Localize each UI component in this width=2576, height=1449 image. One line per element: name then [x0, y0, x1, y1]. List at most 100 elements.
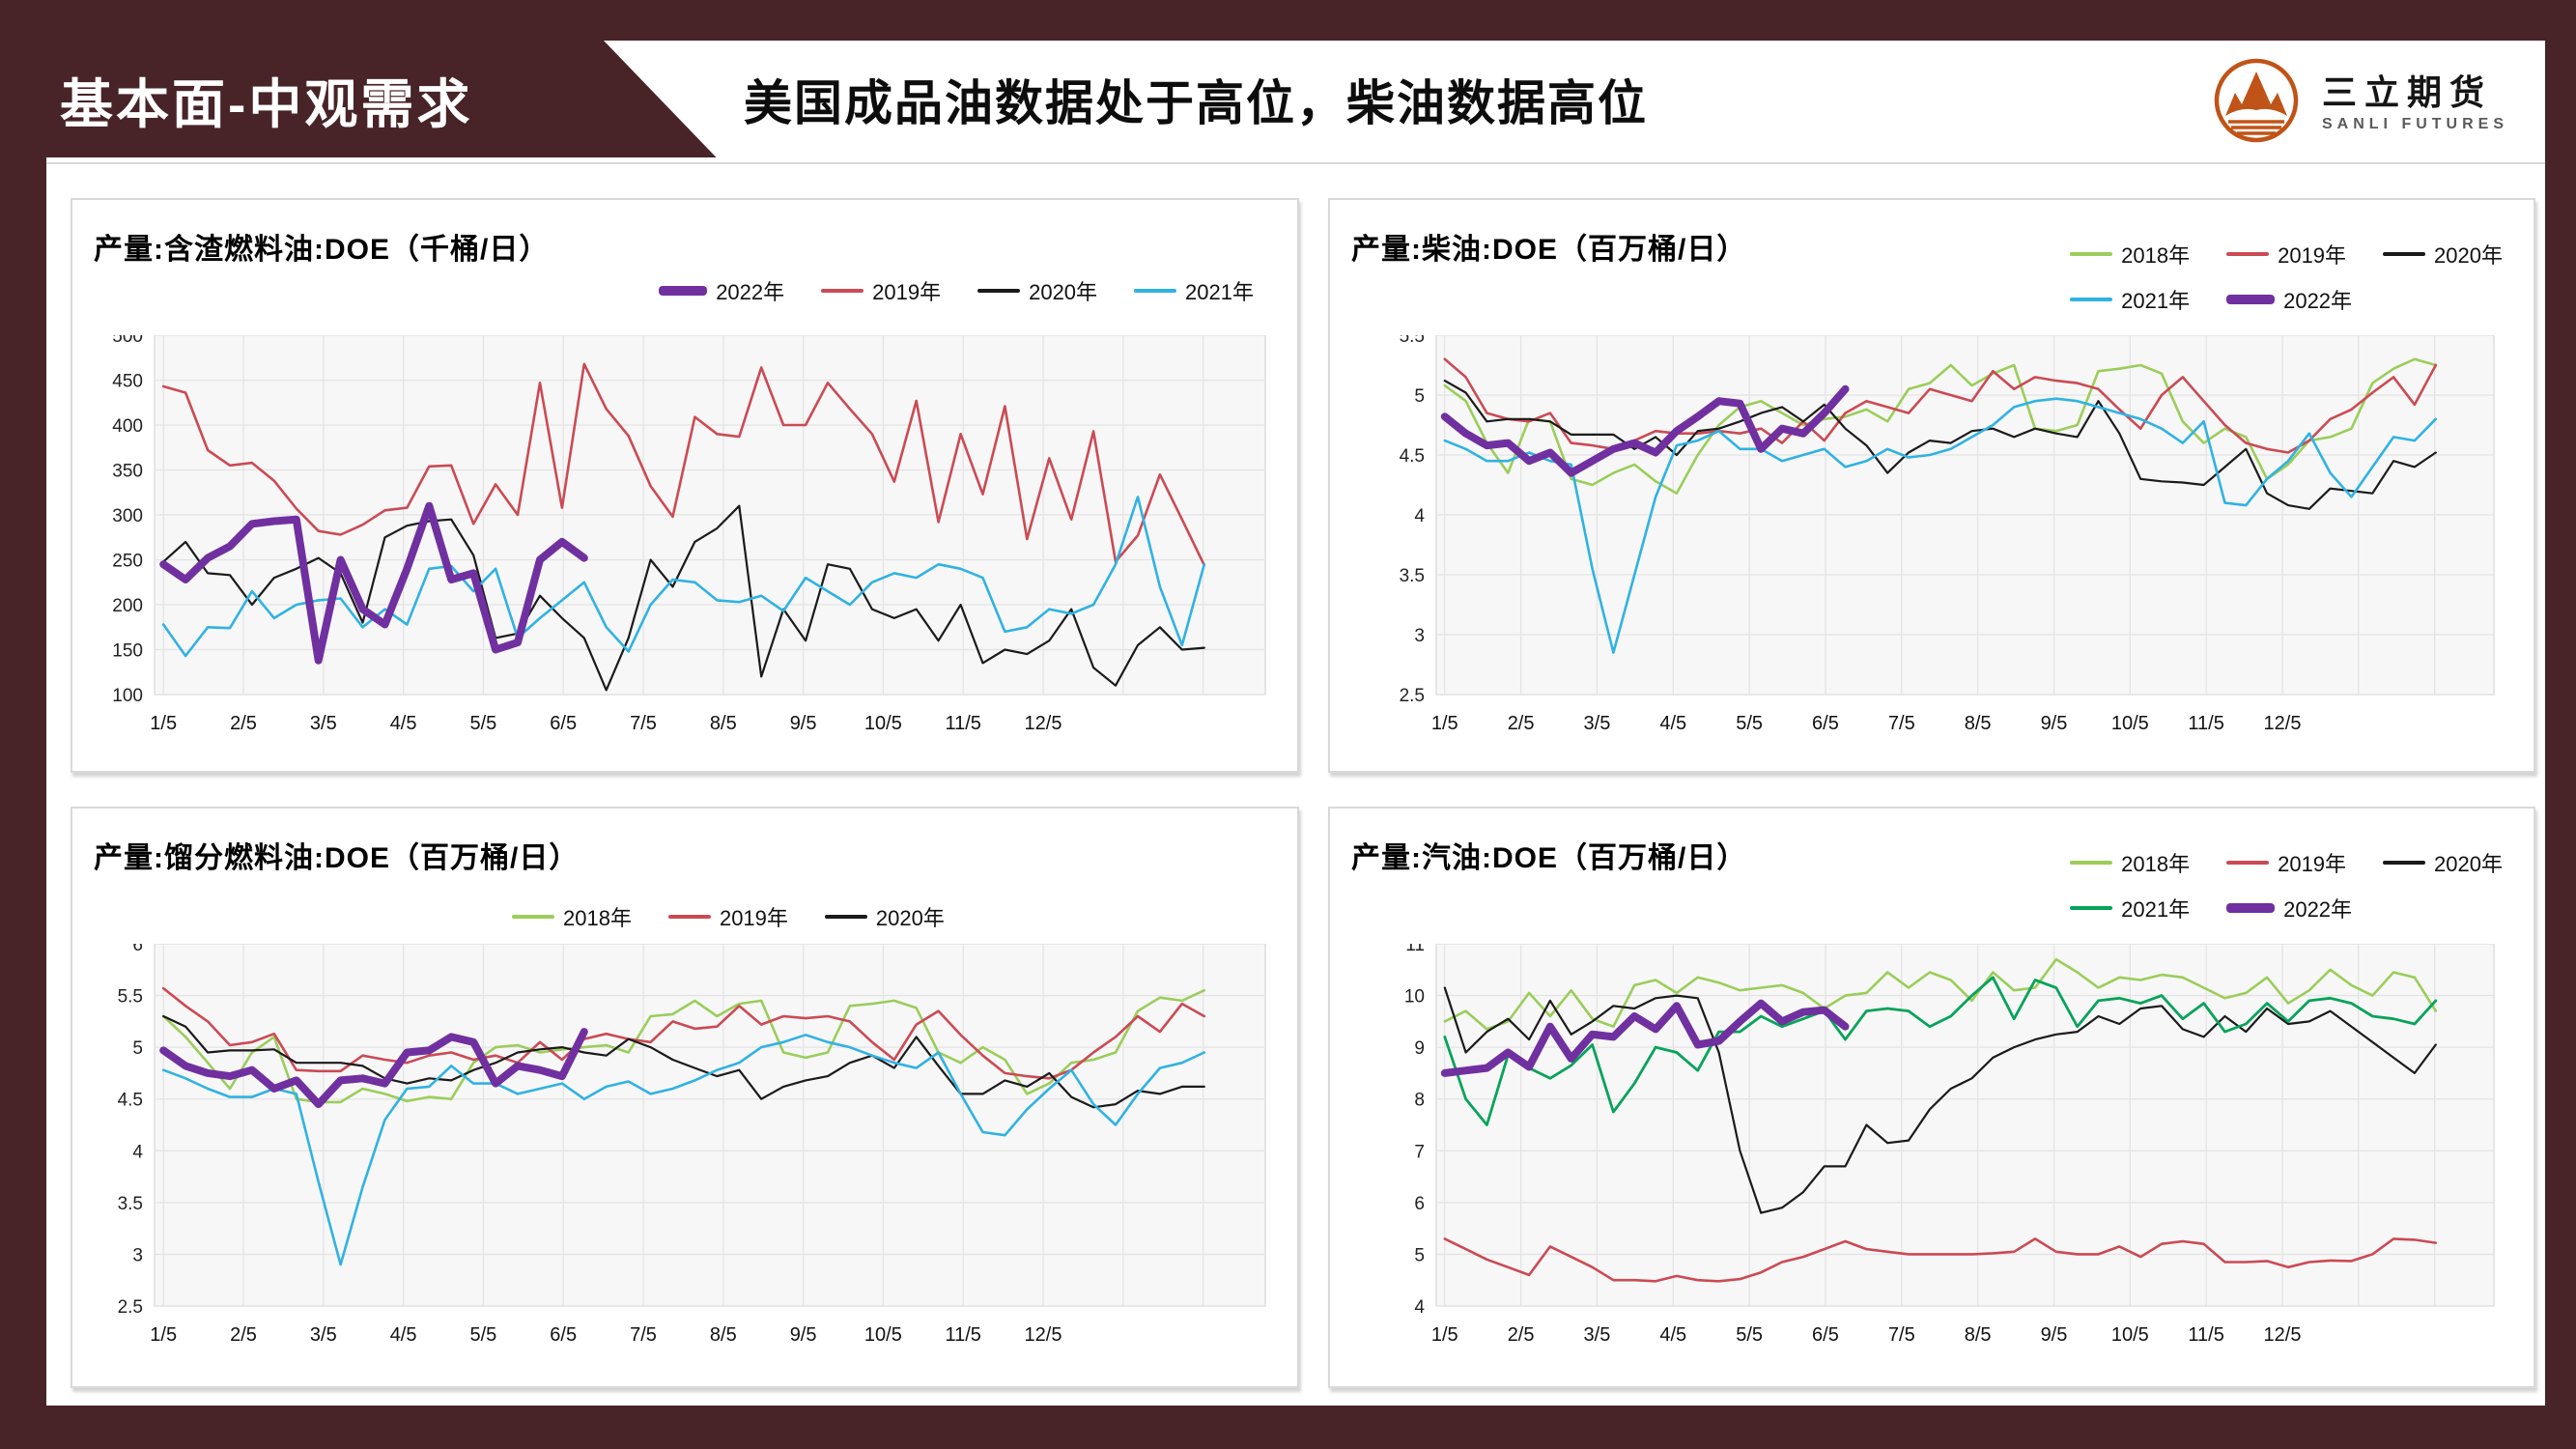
- x-tick-label: 10/5: [2111, 713, 2149, 734]
- x-tick-label: 8/5: [710, 1324, 737, 1346]
- company-logo: 三立期货 SANLI FUTURES: [2212, 56, 2508, 150]
- x-tick-label: 7/5: [630, 1324, 657, 1346]
- x-tick-label: 12/5: [1025, 1324, 1062, 1346]
- x-tick-label: 1/5: [150, 1324, 177, 1346]
- y-tick-label: 350: [112, 462, 143, 482]
- y-tick-label: 300: [112, 506, 143, 526]
- series-2019年: [1443, 1237, 2438, 1283]
- panel-diesel: 产量:柴油:DOE（百万桶/日） 2018年 2019年 2020年 2021年 202…: [1328, 198, 2535, 773]
- chart-legend: 2018年 2019年 2020年 2021年 2022年: [2070, 239, 2503, 315]
- x-tick-label: 4/5: [1659, 1324, 1686, 1346]
- x-tick-label: 7/5: [1888, 713, 1915, 734]
- legend-row: 2018年 2019年 2020年: [2070, 239, 2503, 270]
- legend-label: 2018年: [2121, 243, 2191, 268]
- series-2019年: [161, 362, 1206, 567]
- bottom-frame-strip: [0, 1406, 2576, 1449]
- x-tick-label: 2/5: [230, 713, 257, 734]
- legend-item: 2022年: [659, 275, 784, 306]
- y-tick-label: 5: [1414, 386, 1425, 407]
- residual-fuel-oil-chart: 1/5 2/5 3/5 4/5 5/5 6/5 7/5 8/5 9/5 10/5 11/5 12/5 5…: [112, 335, 1266, 734]
- series-2018年: [161, 988, 1206, 1104]
- legend-item: 2019年: [667, 901, 788, 932]
- x-tick-label: 9/5: [790, 713, 817, 734]
- legend-swatch: [2070, 252, 2113, 256]
- x-tick-label: 11/5: [945, 1324, 980, 1346]
- y-tick-label: 4: [1414, 506, 1425, 526]
- logo-name-cn: 三立期货: [2322, 71, 2493, 112]
- legend-swatch: [512, 915, 554, 919]
- legend-label: 2022年: [716, 280, 785, 304]
- y-tick-label: 3: [132, 1245, 143, 1265]
- right-frame-strip: [2545, 0, 2576, 1449]
- y-tick-label: 150: [112, 641, 143, 662]
- logo-text: 三立期货 SANLI FUTURES: [2322, 71, 2508, 133]
- legend-swatch: [2070, 861, 2113, 865]
- legend-swatch: [2226, 295, 2276, 304]
- legend-item: 2022年: [2226, 893, 2352, 923]
- x-tick-label: 3/5: [310, 1324, 337, 1346]
- x-tick-label: 2/5: [1508, 713, 1535, 734]
- legend-label: 2020年: [2434, 852, 2503, 876]
- x-tick-label: 4/5: [390, 1324, 417, 1346]
- y-tick-label: 6: [1414, 1194, 1425, 1214]
- legend-item: 2020年: [977, 275, 1097, 306]
- legend-swatch: [2070, 906, 2113, 910]
- x-tick-label: 12/5: [1025, 713, 1062, 734]
- legend-swatch: [2383, 861, 2426, 865]
- legend-item: 2018年: [2070, 847, 2190, 878]
- legend-swatch: [2226, 861, 2270, 865]
- legend-item: 2021年: [2070, 284, 2190, 315]
- x-tick-label: 5/5: [469, 1324, 496, 1346]
- page-title: 美国成品油数据处于高位，柴油数据高位: [744, 75, 1648, 130]
- series-2021年: [1443, 397, 2438, 654]
- chart-title: 产量:汽油:DOE（百万桶/日）: [1351, 842, 1747, 874]
- x-tick-label: 12/5: [2264, 1324, 2302, 1346]
- y-tick-label: 2.5: [118, 1297, 143, 1318]
- distillate-fuel-oil-chart: 1/5 2/5 3/5 4/5 5/5 6/5 7/5 8/5 9/5 10/5 11/5 12/5 6…: [118, 944, 1266, 1346]
- diesel-chart: 1/5 2/5 3/5 4/5 5/5 6/5 7/5 8/5 9/5 10/5 11/5 12/5 5…: [1400, 335, 2495, 734]
- legend-swatch: [1134, 289, 1177, 293]
- legend-item: 2018年: [2070, 239, 2190, 270]
- x-tick-label: 2/5: [1508, 1324, 1535, 1346]
- y-tick-label: 5.5: [118, 987, 143, 1008]
- x-tick-label: 9/5: [2041, 1324, 2068, 1346]
- legend-item: 2021年: [1134, 275, 1254, 306]
- legend-swatch: [2070, 298, 2113, 301]
- legend-label: 2021年: [2121, 289, 2191, 313]
- x-tick-label: 5/5: [469, 713, 496, 734]
- logo-name-en: SANLI FUTURES: [2322, 115, 2508, 132]
- left-frame-strip: [0, 0, 46, 1449]
- x-tick-label: 10/5: [864, 1324, 902, 1346]
- legend-item: 2020年: [2383, 847, 2503, 878]
- series-2019年: [161, 986, 1206, 1080]
- y-tick-label: 7: [1414, 1142, 1425, 1162]
- legend-row: 2018年 2019年 2020年: [512, 901, 945, 932]
- legend-swatch: [2226, 903, 2276, 913]
- y-tick-label: 11: [1405, 944, 1425, 955]
- legend-label: 2020年: [875, 906, 945, 930]
- x-tick-label: 6/5: [1812, 1324, 1839, 1346]
- y-tick-label: 100: [112, 686, 143, 706]
- x-tick-label: 6/5: [550, 1324, 577, 1346]
- x-tick-label: 1/5: [1431, 713, 1458, 734]
- y-tick-label: 4.5: [118, 1091, 143, 1111]
- x-tick-label: 6/5: [550, 713, 577, 734]
- x-tick-label: 6/5: [1812, 713, 1839, 734]
- legend-item: 2019年: [821, 275, 941, 306]
- x-tick-label: 9/5: [790, 1324, 817, 1346]
- series-2020年: [1443, 379, 2437, 510]
- legend-label: 2022年: [2283, 289, 2353, 313]
- legend-label: 2018年: [2121, 852, 2191, 876]
- series-2022年: [1440, 384, 1850, 477]
- x-tick-label: 2/5: [230, 1324, 257, 1346]
- legend-swatch: [821, 289, 864, 293]
- y-tick-label: 450: [112, 372, 143, 392]
- legend-label: 2020年: [1029, 280, 1098, 304]
- x-tick-label: 5/5: [1736, 1324, 1763, 1346]
- x-tick-label: 8/5: [1965, 713, 1992, 734]
- y-tick-label: 4: [1414, 1297, 1425, 1318]
- legend-row: 2021年 2022年: [2070, 893, 2503, 923]
- series-2018年: [1443, 957, 2438, 1031]
- y-tick-label: 4: [132, 1142, 143, 1162]
- x-tick-label: 5/5: [1736, 713, 1763, 734]
